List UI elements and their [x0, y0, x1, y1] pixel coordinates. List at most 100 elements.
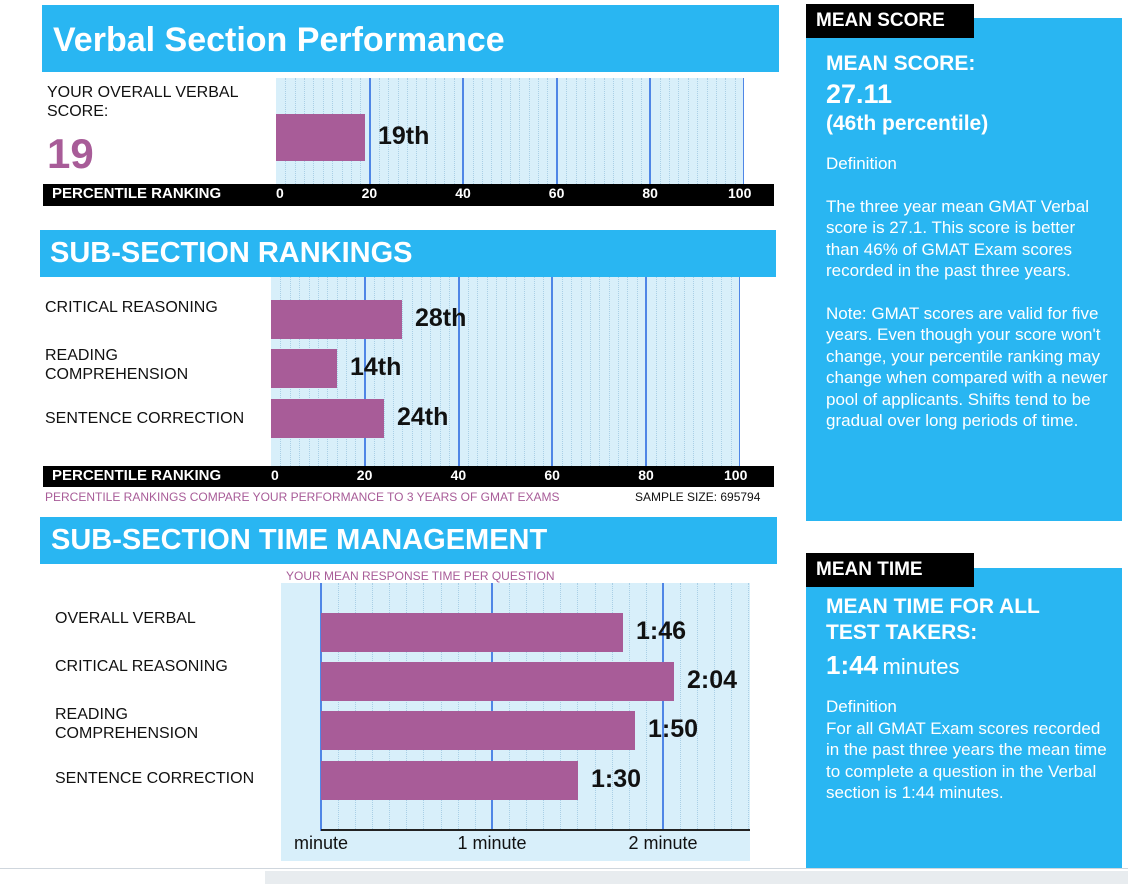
bar-value-label: 2:04 [687, 665, 738, 694]
minor-gridline [412, 277, 414, 466]
time-label-sentence-correction: SENTENCE CORRECTION [55, 770, 255, 787]
minor-gridline [389, 583, 391, 831]
time-label-reading-comprehension: READING COMPREHENSION [55, 706, 199, 742]
minor-gridline [491, 78, 493, 184]
minor-gridline [660, 78, 662, 184]
minor-gridline [529, 78, 531, 184]
mean-time-panel: MEAN TIME FOR ALL TEST TAKERS: 1:44 minu… [806, 568, 1122, 883]
mean-score-percentile: (46th percentile) [826, 112, 989, 135]
gridline [491, 583, 493, 831]
bar [321, 662, 674, 701]
x-tick-label: 80 [642, 185, 658, 201]
minor-gridline [632, 78, 634, 184]
minor-gridline [406, 583, 408, 831]
gridline [458, 277, 460, 466]
minor-gridline [581, 277, 583, 466]
mean-time-unit: minutes [882, 654, 960, 679]
minor-gridline [547, 78, 549, 184]
minor-gridline [716, 78, 718, 184]
gridline [364, 277, 366, 466]
x-tick-label: 60 [548, 185, 565, 201]
mean-score-heading: MEAN SCORE: [826, 52, 976, 75]
gridline [645, 277, 647, 466]
minor-gridline [577, 583, 579, 831]
minor-gridline [509, 583, 511, 831]
mean-time-heading: MEAN TIME FOR ALL TEST TAKERS: [826, 595, 1040, 644]
minor-gridline [604, 78, 606, 184]
minor-gridline [477, 277, 479, 466]
gridline [369, 78, 371, 184]
rankings-plot: 28th 14th 24th [271, 277, 740, 466]
x-tick-label: 20 [356, 467, 373, 483]
x-tick-label: 60 [544, 467, 560, 483]
minor-gridline [566, 78, 568, 184]
minor-gridline [641, 78, 643, 184]
mean-time-tab: MEAN TIME [806, 553, 974, 587]
mean-score-definition-label: Definition [826, 154, 897, 173]
taskbar-edge [0, 868, 1128, 884]
minor-gridline [714, 583, 716, 831]
minor-gridline [423, 583, 425, 831]
mean-time-value: 1:44 [826, 650, 879, 680]
bar [321, 613, 623, 652]
minor-gridline [496, 277, 498, 466]
rankings-footnote: PERCENTILE RANKINGS COMPARE YOUR PERFORM… [45, 490, 560, 504]
minor-gridline [473, 78, 475, 184]
ranking-label-critical-reasoning: CRITICAL REASONING [45, 299, 218, 316]
percentile-axis-title: PERCENTILE RANKING [52, 185, 222, 202]
bar [321, 711, 635, 750]
minor-gridline [338, 583, 340, 831]
time-label-overall-verbal: OVERALL VERBAL [55, 610, 196, 627]
minor-gridline [398, 78, 400, 184]
minor-gridline [725, 78, 727, 184]
bar-value-label: 1:50 [648, 714, 699, 743]
x-tick-label: 20 [361, 185, 378, 201]
minor-gridline [712, 277, 714, 466]
minor-gridline [468, 277, 470, 466]
overall-score-label: YOUR OVERALL VERBAL SCORE: [47, 84, 238, 120]
minor-gridline [688, 78, 690, 184]
minor-gridline [379, 78, 381, 184]
x-tick-label: 2 minute [628, 833, 698, 853]
mean-score-value: 27.11 [826, 79, 893, 109]
bar-value-label: 19th [378, 121, 430, 150]
minor-gridline [571, 277, 573, 466]
rankings-axis-title: PERCENTILE RANKING [52, 467, 222, 484]
minor-gridline [421, 277, 423, 466]
rankings-title: SUB-SECTION RANKINGS [50, 237, 413, 269]
minor-gridline [402, 277, 404, 466]
bar [321, 761, 578, 800]
minor-gridline [622, 78, 624, 184]
minor-gridline [346, 277, 348, 466]
minor-gridline [731, 583, 733, 831]
minor-gridline [426, 78, 428, 184]
bar [271, 399, 384, 438]
minor-gridline [534, 277, 536, 466]
minor-gridline [543, 583, 545, 831]
ranking-label-reading-comprehension: READING COMPREHENSION [45, 347, 189, 383]
minor-gridline [562, 277, 564, 466]
bar [276, 114, 365, 161]
gridline [662, 583, 664, 831]
minor-gridline [449, 277, 451, 466]
minor-gridline [515, 277, 517, 466]
sample-size: SAMPLE SIZE: 695794 [635, 490, 761, 504]
minor-gridline [599, 277, 601, 466]
minor-gridline [697, 78, 699, 184]
x-tick-label: minute [294, 833, 349, 853]
minor-gridline [656, 277, 658, 466]
x-tick-label: 40 [455, 185, 471, 201]
minor-gridline [444, 78, 446, 184]
minor-gridline [707, 78, 709, 184]
mean-time-tab-label: MEAN TIME [816, 559, 923, 580]
time-subtitle: YOUR MEAN RESPONSE TIME PER QUESTION [286, 569, 555, 583]
bar-value-label: 14th [350, 352, 402, 381]
time-title: SUB-SECTION TIME MANAGEMENT [51, 524, 548, 556]
bar-value-label: 1:30 [591, 764, 642, 793]
bar-value-label: 24th [397, 402, 449, 431]
minor-gridline [609, 277, 611, 466]
mean-score-definition: The three year mean GMAT Verbal score is… [826, 196, 1089, 281]
bar [271, 300, 402, 339]
minor-gridline [543, 277, 545, 466]
minor-gridline [646, 583, 648, 831]
